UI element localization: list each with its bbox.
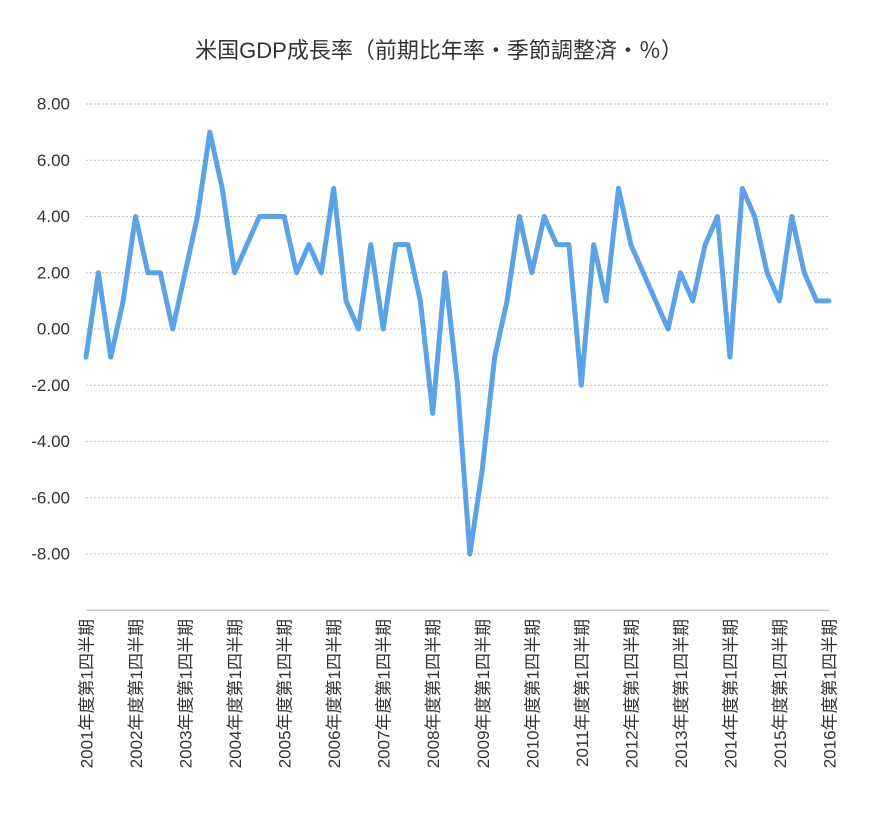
y-tick-label: 6.00 bbox=[37, 151, 70, 170]
x-tick-label: 2001年度第1四半期 bbox=[78, 619, 97, 768]
x-tick-label: 2002年度第1四半期 bbox=[127, 619, 146, 768]
plot-area bbox=[83, 129, 832, 557]
x-tick-label-group: 2003年度第1四半期 bbox=[177, 619, 196, 768]
x-tick-label: 2009年度第1四半期 bbox=[474, 619, 493, 768]
x-tick-label: 2008年度第1四半期 bbox=[424, 619, 443, 768]
x-tick-label-group: 2007年度第1四半期 bbox=[375, 619, 394, 768]
x-tick-label-group: 2012年度第1四半期 bbox=[622, 619, 641, 768]
y-tick-label: 4.00 bbox=[37, 207, 70, 226]
x-tick-label-group: 2009年度第1四半期 bbox=[474, 619, 493, 768]
gdp-growth-series-line bbox=[83, 129, 832, 557]
x-tick-label: 2012年度第1四半期 bbox=[622, 619, 641, 768]
y-tick-label: -6.00 bbox=[31, 488, 70, 507]
y-tick-label: 2.00 bbox=[37, 263, 70, 282]
x-tick-label: 2006年度第1四半期 bbox=[325, 619, 344, 768]
y-axis-tick-labels: 8.00 6.00 4.00 2.00 0.00 -2.00 -4.00 -6.00 -8.00 bbox=[31, 95, 70, 564]
x-tick-label: 2003年度第1四半期 bbox=[177, 619, 196, 768]
x-tick-label-group: 2011年度第1四半期 bbox=[573, 619, 592, 767]
y-tick-label: -8.00 bbox=[31, 545, 70, 564]
x-tick-label-group: 2015年度第1四半期 bbox=[771, 619, 790, 768]
x-tick-label: 2010年度第1四半期 bbox=[523, 619, 542, 768]
x-tick-label-group: 2008年度第1四半期 bbox=[424, 619, 443, 768]
chart-title: 米国GDP成長率（前期比年率・季節調整済・％） bbox=[195, 38, 683, 63]
x-tick-label: 2015年度第1四半期 bbox=[771, 619, 790, 768]
x-tick-label: 2016年度第1四半期 bbox=[821, 619, 840, 768]
x-tick-label-group: 2010年度第1四半期 bbox=[523, 619, 542, 768]
y-tick-label: 0.00 bbox=[37, 320, 70, 339]
x-tick-label-group: 2002年度第1四半期 bbox=[127, 619, 146, 768]
x-tick-label: 2014年度第1四半期 bbox=[721, 619, 740, 768]
x-tick-label-group: 2004年度第1四半期 bbox=[226, 619, 245, 768]
y-tick-label: -2.00 bbox=[31, 376, 70, 395]
x-tick-label: 2004年度第1四半期 bbox=[226, 619, 245, 768]
x-axis-tick-labels: 2001年度第1四半期 2002年度第1四半期 2003年度第1四半期 2004年度第… bbox=[78, 619, 840, 768]
x-tick-label-group: 2014年度第1四半期 bbox=[721, 619, 740, 768]
x-tick-label: 2011年度第1四半期 bbox=[573, 619, 592, 767]
x-tick-label: 2007年度第1四半期 bbox=[375, 619, 394, 768]
x-tick-label-group: 2005年度第1四半期 bbox=[276, 619, 295, 768]
x-tick-label: 2013年度第1四半期 bbox=[672, 619, 691, 768]
x-tick-label-group: 2013年度第1四半期 bbox=[672, 619, 691, 768]
x-tick-label-group: 2016年度第1四半期 bbox=[821, 619, 840, 768]
x-tick-label-group: 2001年度第1四半期 bbox=[78, 619, 97, 768]
y-tick-label: 8.00 bbox=[37, 95, 70, 114]
y-tick-label: -4.00 bbox=[31, 432, 70, 451]
x-tick-label-group: 2006年度第1四半期 bbox=[325, 619, 344, 768]
x-tick-label: 2005年度第1四半期 bbox=[276, 619, 295, 768]
